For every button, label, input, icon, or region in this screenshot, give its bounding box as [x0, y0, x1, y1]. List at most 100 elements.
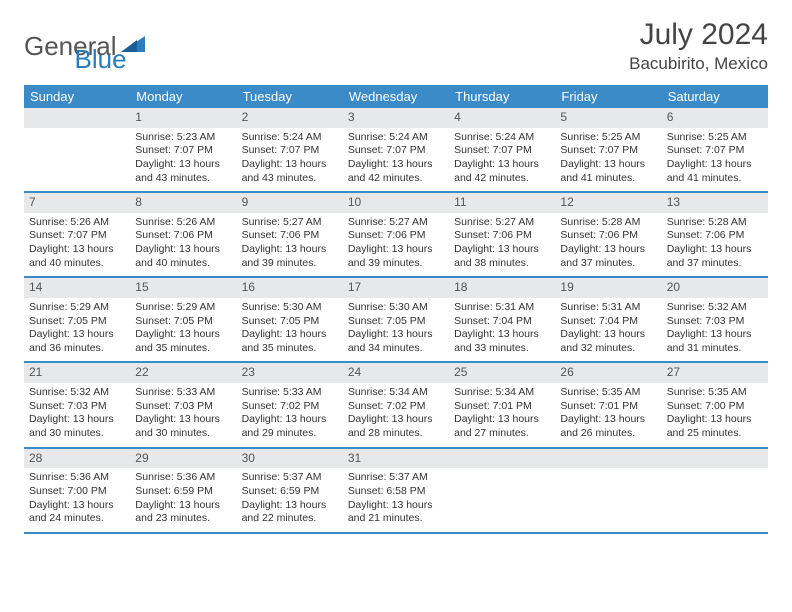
sunrise-text: Sunrise: 5:34 AM	[348, 386, 444, 400]
sunset-text: Sunset: 7:05 PM	[242, 315, 338, 329]
daylight-text: Daylight: 13 hours and 40 minutes.	[135, 243, 231, 270]
day-number: 17	[343, 278, 449, 298]
sunset-text: Sunset: 7:07 PM	[560, 144, 656, 158]
day-number: 29	[130, 449, 236, 469]
daylight-text: Daylight: 13 hours and 30 minutes.	[29, 413, 125, 440]
sunrise-text: Sunrise: 5:30 AM	[348, 301, 444, 315]
sunrise-text: Sunrise: 5:31 AM	[454, 301, 550, 315]
day-number: 25	[449, 363, 555, 383]
sunrise-text: Sunrise: 5:24 AM	[348, 131, 444, 145]
sunrise-text: Sunrise: 5:33 AM	[242, 386, 338, 400]
sunset-text: Sunset: 6:59 PM	[242, 485, 338, 499]
sunset-text: Sunset: 7:05 PM	[135, 315, 231, 329]
daylight-text: Daylight: 13 hours and 34 minutes.	[348, 328, 444, 355]
daylight-text: Daylight: 13 hours and 35 minutes.	[135, 328, 231, 355]
sunrise-text: Sunrise: 5:36 AM	[29, 471, 125, 485]
weekday-header: Thursday	[449, 85, 555, 108]
day-number: 16	[237, 278, 343, 298]
sunset-text: Sunset: 7:01 PM	[560, 400, 656, 414]
daylight-text: Daylight: 13 hours and 21 minutes.	[348, 499, 444, 526]
daylight-text: Daylight: 13 hours and 43 minutes.	[242, 158, 338, 185]
day-cell: 18Sunrise: 5:31 AMSunset: 7:04 PMDayligh…	[449, 278, 555, 361]
sunset-text: Sunset: 7:07 PM	[242, 144, 338, 158]
day-cell: 19Sunrise: 5:31 AMSunset: 7:04 PMDayligh…	[555, 278, 661, 361]
sunrise-text: Sunrise: 5:29 AM	[135, 301, 231, 315]
weekday-header: Tuesday	[237, 85, 343, 108]
day-cell: 2Sunrise: 5:24 AMSunset: 7:07 PMDaylight…	[237, 108, 343, 191]
sunset-text: Sunset: 7:01 PM	[454, 400, 550, 414]
sunrise-text: Sunrise: 5:36 AM	[135, 471, 231, 485]
daylight-text: Daylight: 13 hours and 37 minutes.	[560, 243, 656, 270]
day-cell: 14Sunrise: 5:29 AMSunset: 7:05 PMDayligh…	[24, 278, 130, 361]
sunrise-text: Sunrise: 5:27 AM	[242, 216, 338, 230]
day-cell: 21Sunrise: 5:32 AMSunset: 7:03 PMDayligh…	[24, 363, 130, 446]
sunset-text: Sunset: 6:59 PM	[135, 485, 231, 499]
day-cell: 29Sunrise: 5:36 AMSunset: 6:59 PMDayligh…	[130, 449, 236, 532]
sunset-text: Sunset: 7:07 PM	[29, 229, 125, 243]
day-cell: 30Sunrise: 5:37 AMSunset: 6:59 PMDayligh…	[237, 449, 343, 532]
daylight-text: Daylight: 13 hours and 25 minutes.	[667, 413, 763, 440]
weekday-header: Saturday	[662, 85, 768, 108]
day-cell: 27Sunrise: 5:35 AMSunset: 7:00 PMDayligh…	[662, 363, 768, 446]
daylight-text: Daylight: 13 hours and 24 minutes.	[29, 499, 125, 526]
weeks-container: 1Sunrise: 5:23 AMSunset: 7:07 PMDaylight…	[24, 108, 768, 534]
brand-logo: General Blue	[24, 18, 127, 75]
day-number: 5	[555, 108, 661, 128]
day-number: 13	[662, 193, 768, 213]
daylight-text: Daylight: 13 hours and 41 minutes.	[560, 158, 656, 185]
sunset-text: Sunset: 7:02 PM	[348, 400, 444, 414]
sunset-text: Sunset: 7:06 PM	[135, 229, 231, 243]
sunset-text: Sunset: 7:04 PM	[560, 315, 656, 329]
day-cell: 15 Sunrise: 5:29 AMSunset: 7:05 PMDayligh…	[130, 278, 236, 361]
day-cell: 25Sunrise: 5:34 AMSunset: 7:01 PMDayligh…	[449, 363, 555, 446]
month-title: July 2024	[629, 18, 768, 52]
daylight-text: Daylight: 13 hours and 41 minutes.	[667, 158, 763, 185]
daylight-text: Daylight: 13 hours and 32 minutes.	[560, 328, 656, 355]
daylight-text: Daylight: 13 hours and 43 minutes.	[135, 158, 231, 185]
sunset-text: Sunset: 7:04 PM	[454, 315, 550, 329]
sunrise-text: Sunrise: 5:35 AM	[560, 386, 656, 400]
day-number	[449, 449, 555, 469]
weekday-header: Monday	[130, 85, 236, 108]
sunrise-text: Sunrise: 5:37 AM	[242, 471, 338, 485]
sunset-text: Sunset: 7:05 PM	[29, 315, 125, 329]
day-cell: 3Sunrise: 5:24 AMSunset: 7:07 PMDaylight…	[343, 108, 449, 191]
daylight-text: Daylight: 13 hours and 22 minutes.	[242, 499, 338, 526]
day-cell: 12Sunrise: 5:28 AMSunset: 7:06 PMDayligh…	[555, 193, 661, 276]
day-number	[24, 108, 130, 128]
sunrise-text: Sunrise: 5:27 AM	[454, 216, 550, 230]
daylight-text: Daylight: 13 hours and 37 minutes.	[667, 243, 763, 270]
week-row: 14Sunrise: 5:29 AMSunset: 7:05 PMDayligh…	[24, 278, 768, 363]
daylight-text: Daylight: 13 hours and 31 minutes.	[667, 328, 763, 355]
sunset-text: Sunset: 7:07 PM	[348, 144, 444, 158]
sunrise-text: Sunrise: 5:33 AM	[135, 386, 231, 400]
sunset-text: Sunset: 7:07 PM	[135, 144, 231, 158]
day-number: 22	[130, 363, 236, 383]
day-number: 27	[662, 363, 768, 383]
sunset-text: Sunset: 6:58 PM	[348, 485, 444, 499]
sunrise-text: Sunrise: 5:25 AM	[560, 131, 656, 145]
day-number: 14	[24, 278, 130, 298]
day-cell: 24Sunrise: 5:34 AMSunset: 7:02 PMDayligh…	[343, 363, 449, 446]
week-row: 28Sunrise: 5:36 AMSunset: 7:00 PMDayligh…	[24, 449, 768, 534]
sunset-text: Sunset: 7:06 PM	[454, 229, 550, 243]
daylight-text: Daylight: 13 hours and 29 minutes.	[242, 413, 338, 440]
daylight-text: Daylight: 13 hours and 33 minutes.	[454, 328, 550, 355]
sunrise-text: Sunrise: 5:34 AM	[454, 386, 550, 400]
weekday-header: Friday	[555, 85, 661, 108]
daylight-text: Daylight: 13 hours and 39 minutes.	[348, 243, 444, 270]
daylight-text: Daylight: 13 hours and 26 minutes.	[560, 413, 656, 440]
day-number: 3	[343, 108, 449, 128]
day-number: 6	[662, 108, 768, 128]
daylight-text: Daylight: 13 hours and 38 minutes.	[454, 243, 550, 270]
sunrise-text: Sunrise: 5:29 AM	[29, 301, 125, 315]
location-label: Bacubirito, Mexico	[629, 54, 768, 74]
day-cell: 11Sunrise: 5:27 AMSunset: 7:06 PMDayligh…	[449, 193, 555, 276]
day-number: 15	[130, 278, 236, 298]
day-cell: 1Sunrise: 5:23 AMSunset: 7:07 PMDaylight…	[130, 108, 236, 191]
sunrise-text: Sunrise: 5:26 AM	[135, 216, 231, 230]
day-number: 24	[343, 363, 449, 383]
sunset-text: Sunset: 7:03 PM	[29, 400, 125, 414]
day-cell	[555, 449, 661, 532]
weekday-header-row: SundayMondayTuesdayWednesdayThursdayFrid…	[24, 85, 768, 108]
